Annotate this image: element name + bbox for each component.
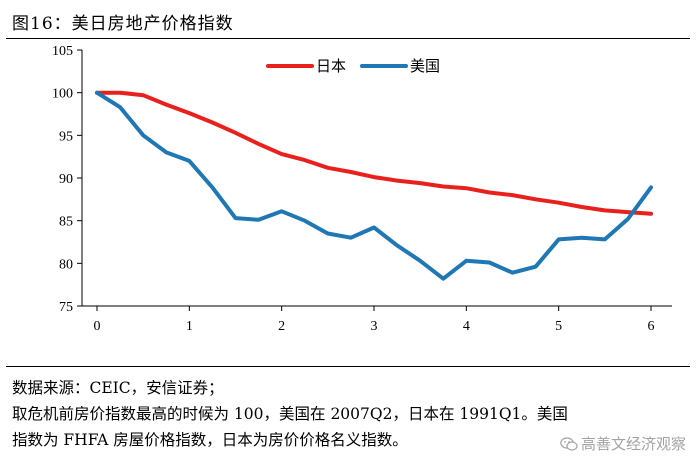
notes: 数据来源：CEIC，安信证券； 取危机前房价指数最高的时候为 100，美国在 2… [12,375,568,453]
top-rule [6,38,690,39]
watermark: 高善文经济观察 [560,433,686,454]
y-tick-label: 105 [52,44,73,59]
y-tick-label: 95 [59,129,73,144]
y-tick-label: 75 [59,300,73,315]
line-chart: 75 80 85 90 95 100 105 0 1 2 3 4 5 6 日本 美国 [52,44,672,334]
figure-title: 图16：美日房地产价格指数 [12,14,234,34]
note-line-3: 指数为 FHFA 房屋价格指数，日本为房价价格名义指数。 [12,431,408,449]
bottom-rule [6,366,690,367]
series-line-japan [95,90,653,216]
y-tick-label: 100 [52,87,73,102]
watermark-text: 高善文经济观察 [580,435,686,453]
x-tick-label: 2 [278,319,285,334]
legend-label-usa: 美国 [410,58,440,75]
chart-axes: 75 80 85 90 95 100 105 0 1 2 3 4 5 6 [52,44,672,334]
x-tick-label: 4 [463,319,470,334]
x-tick-label: 0 [94,319,101,334]
x-tick-label: 1 [186,319,193,334]
x-tick-label: 3 [371,319,378,334]
y-tick-label: 85 [59,215,73,230]
legend: 日本 美国 [266,58,440,75]
y-tick-label: 80 [59,257,73,272]
legend-label-japan: 日本 [316,58,346,75]
series-line-usa [95,90,653,281]
x-tick-label: 5 [555,319,562,334]
note-line-2: 取危机前房价指数最高的时候为 100，美国在 2007Q2，日本在 1991Q1… [12,405,568,423]
source-note: 数据来源：CEIC，安信证券； [12,379,224,397]
x-tick-label: 6 [648,319,655,334]
series-layer [95,90,653,281]
y-tick-label: 90 [59,172,73,187]
wechat-icon [560,437,578,451]
